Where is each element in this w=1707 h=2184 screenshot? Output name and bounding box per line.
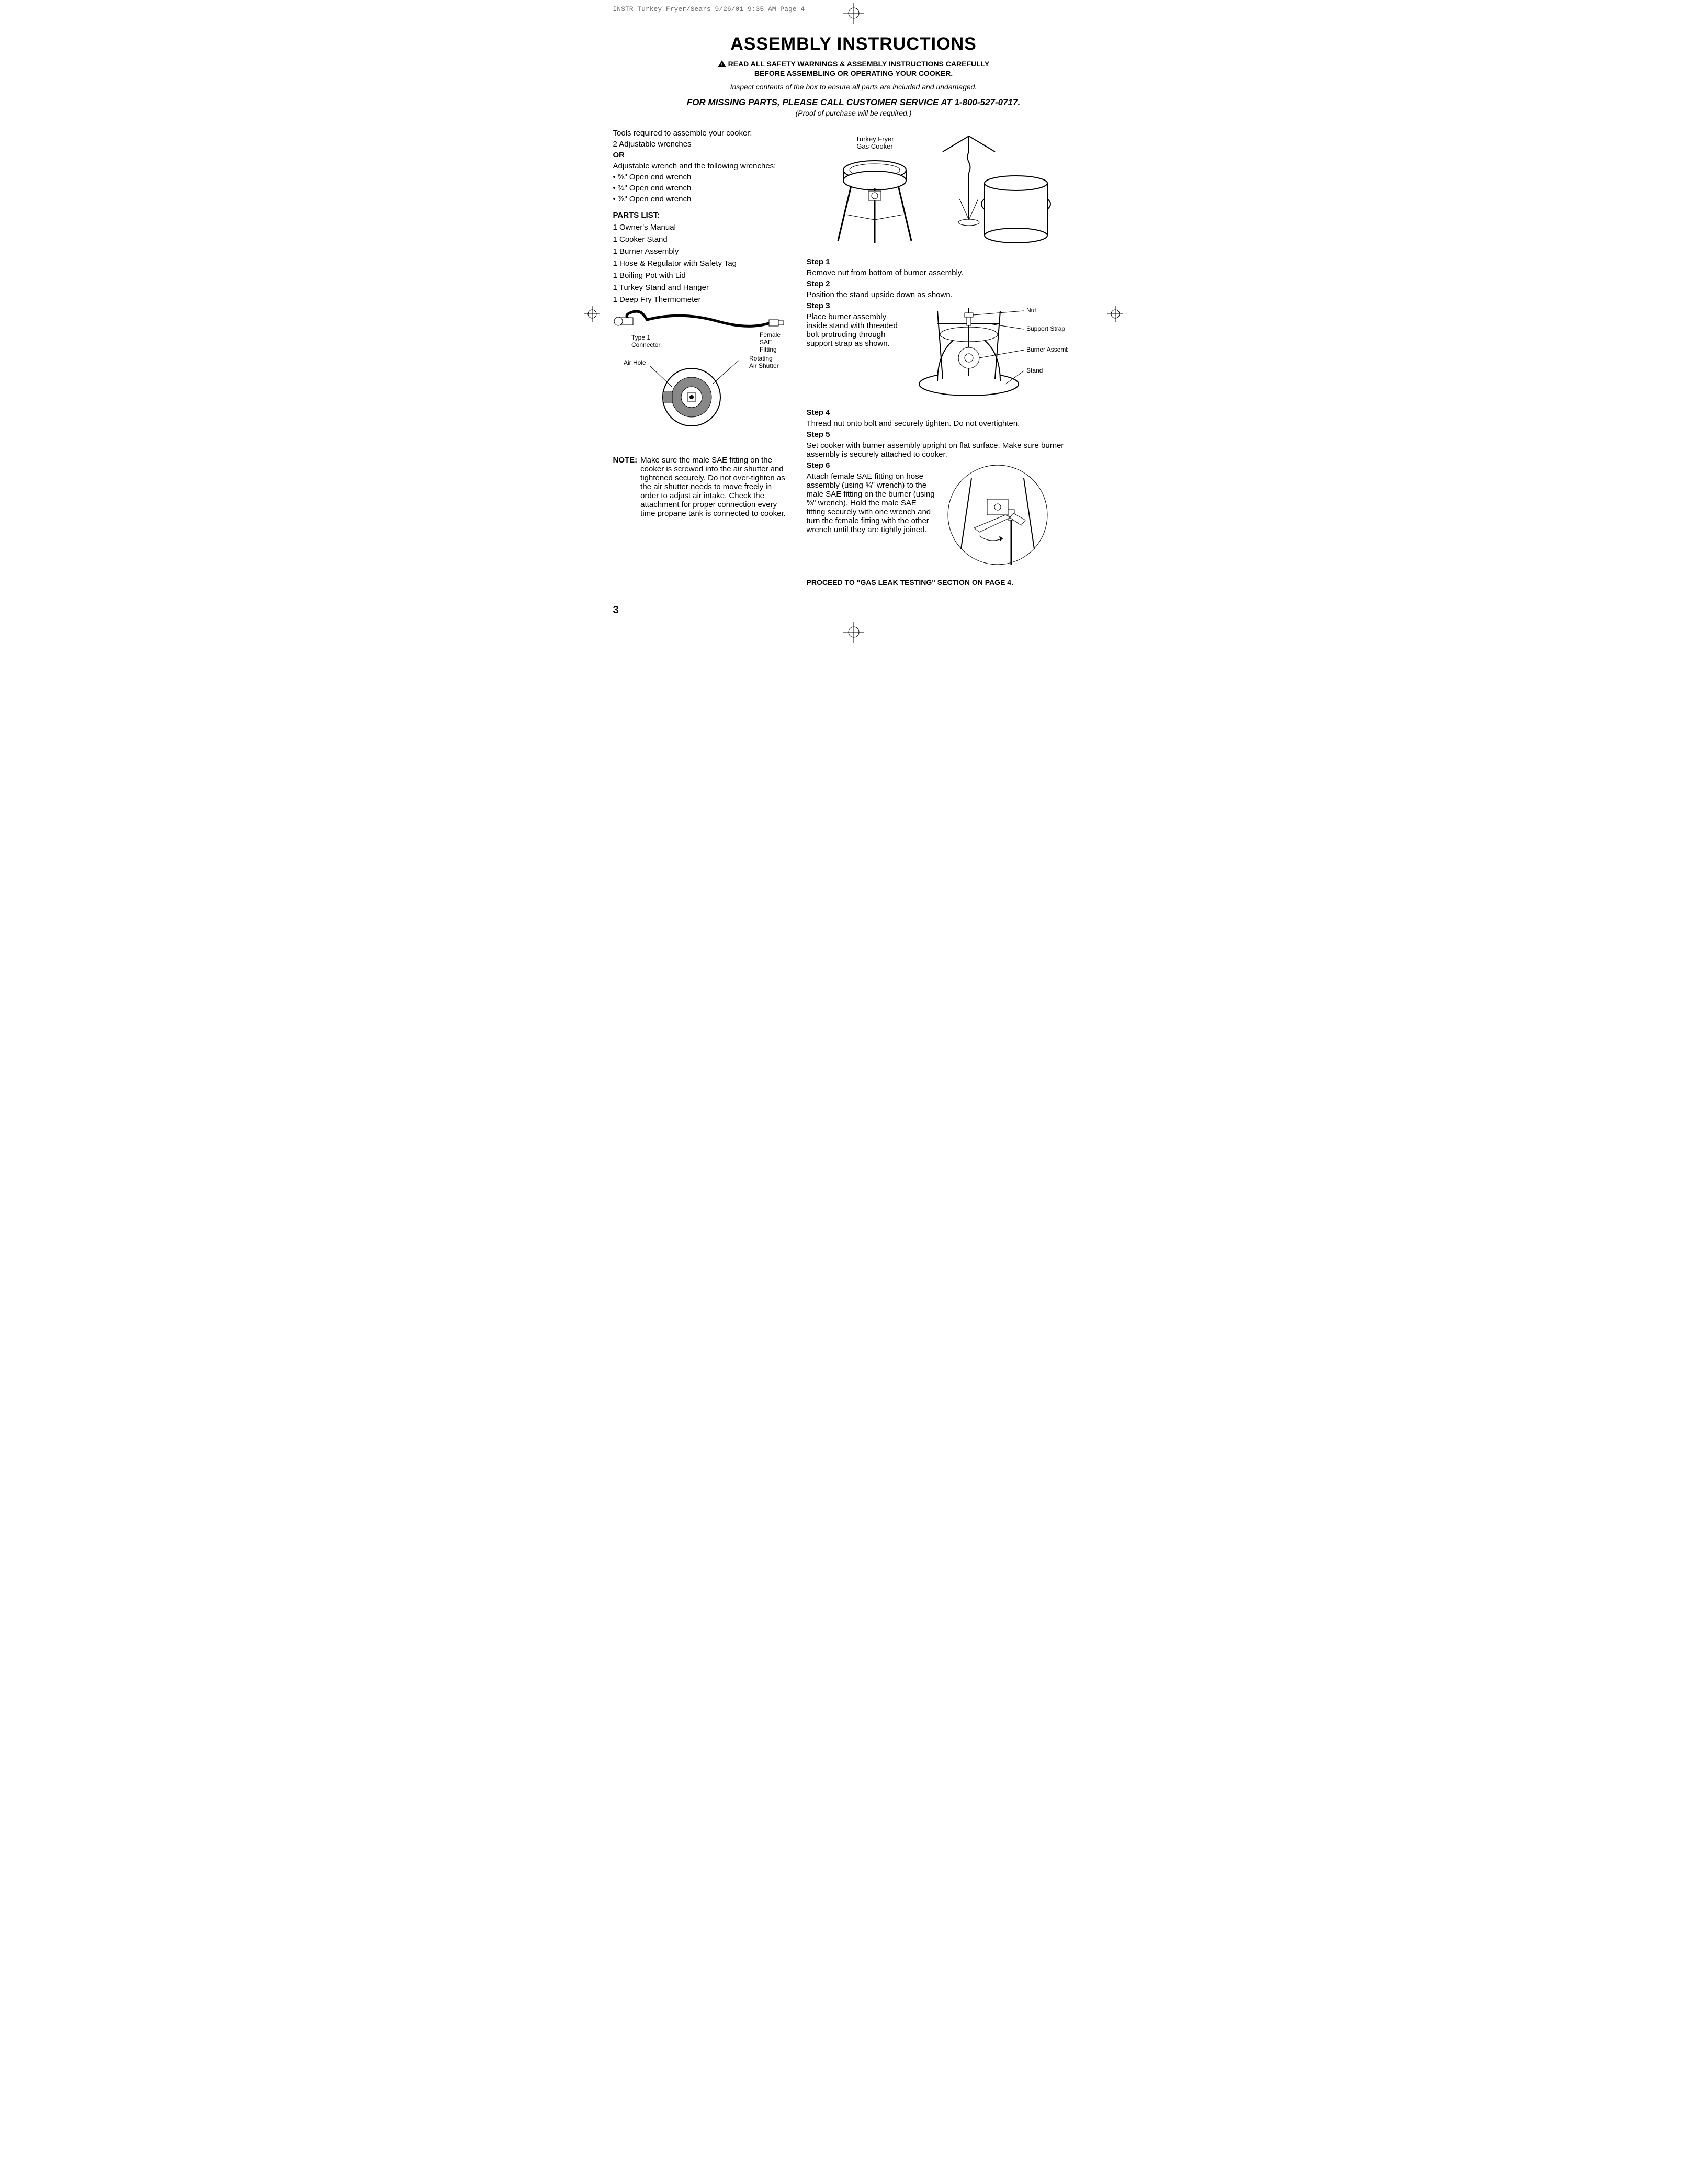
tools-or: OR [613,151,791,160]
label-female-sae: FemaleSAEFitting [760,331,781,353]
step-5-body: Set cooker with burner assembly upright … [807,441,1094,459]
page: INSTR-Turkey Fryer/Sears 9/26/01 9:35 AM… [597,0,1110,637]
callout-nut: Nut [1026,307,1036,314]
parts-list: 1 Owner's Manual 1 Cooker Stand 1 Burner… [613,223,791,304]
callout-strap: Support Strap [1026,325,1065,332]
part-item: 1 Boiling Pot with Lid [613,271,791,280]
tools-line-2: Adjustable wrench and the following wren… [613,162,791,171]
proof-text: (Proof of purchase will be required.) [613,109,1094,117]
assembly-diagram: Nut Support Strap Burner Assembly Stand [911,306,1094,402]
missing-parts-text: FOR MISSING PARTS, PLEASE CALL CUSTOMER … [613,97,1094,108]
warning-line-2: BEFORE ASSEMBLING OR OPERATING YOUR COOK… [613,69,1094,77]
proceed-text: PROCEED TO "GAS LEAK TESTING" SECTION ON… [807,578,1094,587]
warning-line-1: ! READ ALL SAFETY WARNINGS & ASSEMBLY IN… [613,60,1094,69]
part-item: 1 Turkey Stand and Hanger [613,283,791,292]
two-column-layout: Tools required to assemble your cooker: … [613,127,1094,589]
tool-bullet-3: • ⅞" Open end wrench [613,195,791,204]
left-column: Tools required to assemble your cooker: … [613,127,791,589]
label-turkey-fryer: Turkey FryerGas Cooker [855,135,894,150]
hose-diagram: Type 1Connector FemaleSAEFitting [613,308,791,446]
step-2-label: Step 2 [807,279,1094,288]
step-6-label: Step 6 [807,461,937,470]
cropmark-left-icon [584,306,600,322]
note-body: Make sure the male SAE fitting on the co… [640,456,790,518]
part-item: 1 Burner Assembly [613,247,791,256]
tools-line-1: 2 Adjustable wrenches [613,140,791,149]
page-number: 3 [613,604,1094,616]
step-4-label: Step 4 [807,408,1094,417]
step-2-body: Position the stand upside down as shown. [807,290,1094,299]
callout-stand: Stand [1026,367,1043,374]
svg-text:!: ! [721,62,722,67]
step-3-label: Step 3 [807,301,906,310]
warning-icon: ! [718,60,726,69]
step-1-body: Remove nut from bottom of burner assembl… [807,268,1094,277]
tools-heading: Tools required to assemble your cooker: [613,129,791,138]
step-3-body: Place burner assembly inside stand with … [807,312,906,348]
step-1-label: Step 1 [807,257,1094,266]
step-4-body: Thread nut onto bolt and securely tighte… [807,419,1094,428]
right-column: Turkey FryerGas Cooker [807,127,1094,589]
callout-burner: Burner Assembly [1026,346,1068,353]
inspect-text: Inspect contents of the box to ensure al… [613,83,1094,91]
cropmark-bottom-icon [843,622,864,643]
part-item: 1 Cooker Stand [613,235,791,244]
step-5-label: Step 5 [807,430,1094,439]
part-item: 1 Hose & Regulator with Safety Tag [613,259,791,268]
page-title: ASSEMBLY INSTRUCTIONS [613,34,1094,54]
label-air-hole: Air Hole [624,359,646,366]
label-type1-connector: Type 1Connector [631,334,660,348]
part-item: 1 Owner's Manual [613,223,791,232]
cropmark-top-icon [843,3,864,24]
cropmark-right-icon [1107,306,1123,322]
note-block: NOTE: Make sure the male SAE fitting on … [613,456,791,518]
warning-text-1: READ ALL SAFETY WARNINGS & ASSEMBLY INST… [728,60,990,68]
tool-bullet-1: • ⅝" Open end wrench [613,173,791,182]
note-label: NOTE: [613,456,641,518]
parts-list-heading: PARTS LIST: [613,211,791,220]
tool-bullet-2: • ¾" Open end wrench [613,184,791,193]
step-6-body: Attach female SAE fitting on hose assemb… [807,472,937,534]
product-overview-diagram: Turkey FryerGas Cooker [807,131,1094,253]
label-rotating-shutter: RotatingAir Shutter [749,355,779,369]
part-item: 1 Deep Fry Thermometer [613,295,791,304]
wrench-diagram [943,465,1053,572]
